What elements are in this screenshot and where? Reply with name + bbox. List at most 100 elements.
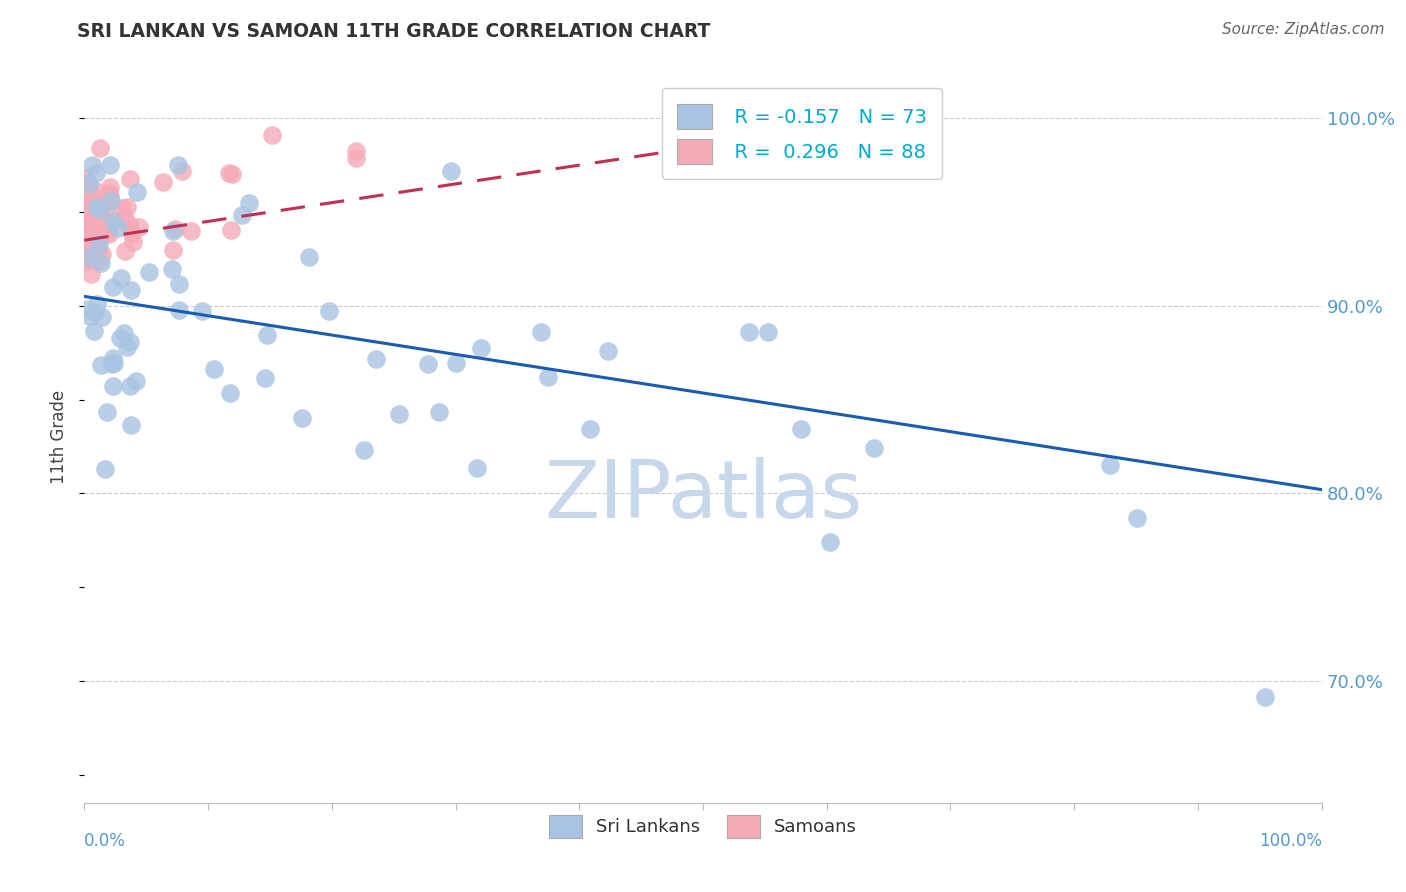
Point xyxy=(80,247,103,261)
Point xyxy=(162,224,184,238)
Point xyxy=(118,220,141,235)
Point xyxy=(83,203,105,218)
Point xyxy=(84,199,107,213)
Text: 100.0%: 100.0% xyxy=(1258,832,1322,850)
Point xyxy=(75,170,97,185)
Point xyxy=(75,240,97,254)
Point xyxy=(125,374,148,388)
Point xyxy=(75,252,97,266)
Point xyxy=(86,296,108,310)
Legend: Sri Lankans, Samoans: Sri Lankans, Samoans xyxy=(534,800,872,852)
Text: 0.0%: 0.0% xyxy=(84,832,127,850)
Point xyxy=(96,215,118,229)
Point xyxy=(818,535,841,549)
Point xyxy=(97,227,120,241)
Point xyxy=(82,196,104,211)
Point xyxy=(112,326,135,340)
Point xyxy=(100,194,122,208)
Point xyxy=(90,219,112,233)
Point xyxy=(87,229,110,244)
Point xyxy=(121,227,143,241)
Point xyxy=(75,218,97,232)
Point xyxy=(90,358,112,372)
Point xyxy=(107,220,129,235)
Point xyxy=(470,341,492,355)
Point xyxy=(353,443,375,458)
Point xyxy=(75,227,97,241)
Point xyxy=(89,140,111,154)
Point xyxy=(79,245,101,260)
Point xyxy=(114,244,136,258)
Point xyxy=(77,177,100,191)
Point xyxy=(120,334,142,349)
Point xyxy=(596,343,619,358)
Point xyxy=(167,303,190,318)
Point xyxy=(84,211,107,225)
Point xyxy=(191,303,214,318)
Point xyxy=(537,370,560,384)
Point xyxy=(103,214,125,228)
Point xyxy=(75,193,97,207)
Point xyxy=(863,441,886,455)
Point xyxy=(103,356,125,370)
Point xyxy=(1099,458,1122,472)
Point xyxy=(77,176,100,190)
Point xyxy=(84,184,107,198)
Text: Source: ZipAtlas.com: Source: ZipAtlas.com xyxy=(1222,22,1385,37)
Point xyxy=(75,215,97,229)
Y-axis label: 11th Grade: 11th Grade xyxy=(51,390,69,484)
Point xyxy=(98,158,121,172)
Point xyxy=(238,196,260,211)
Point xyxy=(260,128,283,142)
Point xyxy=(344,151,367,165)
Point xyxy=(110,270,132,285)
Point xyxy=(1126,510,1149,524)
Point xyxy=(76,302,98,317)
Point xyxy=(138,265,160,279)
Point xyxy=(578,422,600,436)
Point xyxy=(90,219,112,233)
Point xyxy=(77,236,100,251)
Point xyxy=(96,405,118,419)
Point xyxy=(416,357,439,371)
Point xyxy=(90,247,112,261)
Point xyxy=(87,242,110,256)
Point xyxy=(76,197,98,211)
Point xyxy=(75,251,97,265)
Point xyxy=(253,370,276,384)
Point xyxy=(465,460,488,475)
Point xyxy=(90,204,112,219)
Point xyxy=(440,164,463,178)
Point xyxy=(79,309,101,323)
Point xyxy=(120,379,142,393)
Point xyxy=(80,268,103,282)
Point xyxy=(82,233,104,247)
Point xyxy=(80,245,103,260)
Point xyxy=(530,326,553,340)
Point xyxy=(318,304,340,318)
Point xyxy=(82,211,104,226)
Point xyxy=(87,202,110,216)
Point xyxy=(75,246,97,260)
Point xyxy=(344,145,367,159)
Point xyxy=(82,249,104,263)
Point xyxy=(256,327,278,342)
Point xyxy=(388,407,411,421)
Point xyxy=(427,405,450,419)
Point xyxy=(298,250,321,264)
Point xyxy=(87,254,110,268)
Point xyxy=(79,213,101,227)
Point xyxy=(162,243,184,257)
Point xyxy=(82,205,104,219)
Point xyxy=(90,256,112,270)
Point xyxy=(100,215,122,229)
Point xyxy=(127,185,149,199)
Point xyxy=(75,237,97,252)
Point xyxy=(79,249,101,263)
Point xyxy=(75,255,97,269)
Point xyxy=(364,352,387,367)
Point xyxy=(82,189,104,203)
Point xyxy=(738,326,761,340)
Point xyxy=(87,213,110,227)
Point xyxy=(84,305,107,319)
